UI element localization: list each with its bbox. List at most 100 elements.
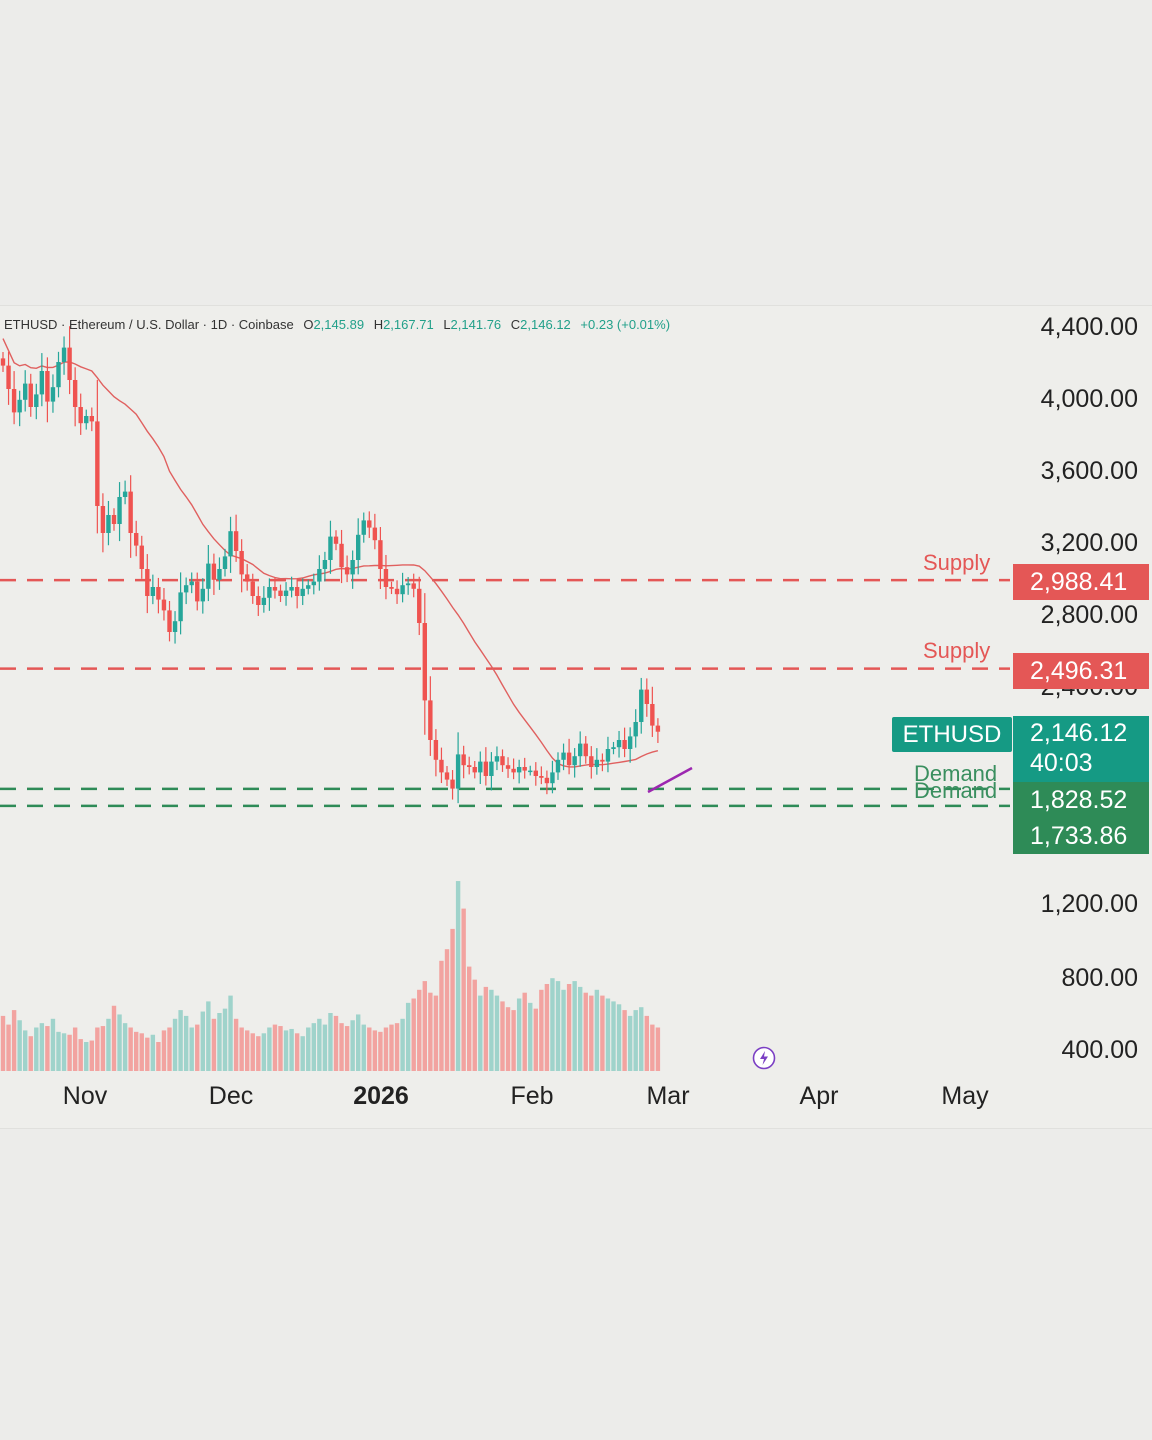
volume-bar: [256, 1036, 261, 1071]
volume-bar: [600, 995, 605, 1071]
candle-body: [417, 588, 422, 623]
candle-body: [439, 759, 444, 773]
volume-bar: [289, 1028, 294, 1071]
volume-bar: [322, 1024, 328, 1071]
volume-bar: [622, 1010, 627, 1071]
candle-body: [95, 421, 100, 506]
volume-bar: [134, 1031, 139, 1071]
volume-bar: [455, 881, 461, 1071]
volume-bar: [383, 1027, 389, 1071]
volume-bar: [611, 1001, 616, 1071]
candle-body: [161, 599, 167, 611]
volume-bar: [372, 1030, 378, 1071]
volume-bar: [111, 1005, 117, 1071]
volume-bar: [389, 1024, 394, 1071]
volume-bar: [95, 1027, 100, 1071]
candle-body: [411, 583, 416, 589]
volume-bar: [544, 984, 550, 1071]
volume-bar: [72, 1027, 78, 1071]
volume-bar: [344, 1026, 350, 1071]
assistant-sparkle-icon[interactable]: [752, 1046, 776, 1070]
volume-bar: [472, 979, 477, 1071]
volume-bar: [411, 998, 416, 1071]
volume-bar: [650, 1024, 655, 1071]
chart-canvas[interactable]: [0, 306, 1152, 1128]
candle-body: [483, 761, 489, 776]
volume-bar: [356, 1014, 361, 1071]
volume-bar: [239, 1027, 244, 1071]
candle-body: [56, 362, 61, 388]
candle-body: [39, 371, 45, 395]
candle-body: [522, 767, 527, 771]
volume-bar: [522, 992, 527, 1071]
volume-bar: [505, 1007, 511, 1071]
volume-bar: [467, 966, 472, 1071]
volume-bar: [483, 986, 489, 1071]
volume-bar: [56, 1031, 61, 1071]
volume-bar: [45, 1026, 50, 1071]
candle-body: [539, 776, 544, 778]
volume-bar: [183, 1015, 189, 1071]
candle-body: [505, 765, 511, 769]
candle-body: [300, 588, 305, 596]
high-label: H: [373, 317, 384, 332]
candle-body: [461, 754, 466, 766]
volume-bar: [261, 1033, 267, 1071]
candle-body: [472, 767, 477, 773]
candle-body: [172, 621, 178, 632]
candle-body: [250, 581, 255, 596]
volume-bar: [450, 928, 455, 1071]
candle-body: [644, 689, 649, 704]
volume-bar: [189, 1027, 194, 1071]
symbol-badge: ETHUSD: [892, 717, 1012, 752]
candle-body: [611, 747, 616, 749]
volume-bar: [422, 981, 427, 1071]
supply-zone-label: Supply: [923, 550, 991, 575]
volume-bar: [550, 978, 555, 1071]
chart-panel[interactable]: ETHUSD · Ethereum / U.S. Dollar · 1D · C…: [0, 305, 1152, 1129]
current-price: 2,146.12: [1030, 719, 1128, 747]
candle-body: [34, 394, 39, 407]
candle-body: [578, 743, 583, 757]
volume-bar: [478, 995, 483, 1071]
volume-bar: [644, 1015, 649, 1071]
volume-bar: [350, 1020, 355, 1071]
candle-body: [145, 569, 150, 596]
volume-bar: [11, 1010, 17, 1071]
candle-body: [428, 700, 433, 740]
candle-body: [106, 515, 111, 533]
candle-body: [84, 416, 89, 424]
volume-bar: [516, 998, 522, 1071]
demand-price-badge: 1,828.52: [1013, 782, 1149, 818]
candle-body: [500, 756, 505, 766]
supply-zone-label: Supply: [923, 638, 991, 663]
candle-body: [78, 407, 83, 424]
candle-body: [72, 380, 78, 407]
volume-bar: [367, 1027, 372, 1071]
candle-body: [561, 752, 566, 760]
volume-bar: [333, 1015, 339, 1071]
volume-bar: [583, 992, 588, 1071]
price-tick: 1,200.00: [1040, 890, 1138, 918]
open-label: O: [303, 317, 314, 332]
volume-bar: [339, 1023, 344, 1071]
volume-bar: [28, 1036, 33, 1071]
price-tick: 2,800.00: [1040, 601, 1138, 629]
volume-bar: [211, 1018, 217, 1071]
time-tick: May: [941, 1082, 989, 1110]
high-value: 2,167.71: [383, 317, 434, 332]
candle-body: [550, 772, 555, 784]
candle-body: [444, 772, 450, 780]
candle-body: [356, 534, 361, 560]
current-price-badge: 2,146.12 40:03: [1013, 716, 1149, 782]
candle-body: [422, 623, 427, 701]
demand-zone-label: Demand: [914, 778, 998, 803]
candle-body: [261, 597, 267, 605]
volume-bar: [178, 1010, 183, 1071]
volume-bar: [605, 998, 611, 1071]
volume-bar: [17, 1020, 22, 1071]
volume-bar: [67, 1034, 72, 1071]
candle-body: [589, 756, 594, 767]
volume-bar: [489, 989, 494, 1071]
candle-body: [283, 590, 289, 596]
